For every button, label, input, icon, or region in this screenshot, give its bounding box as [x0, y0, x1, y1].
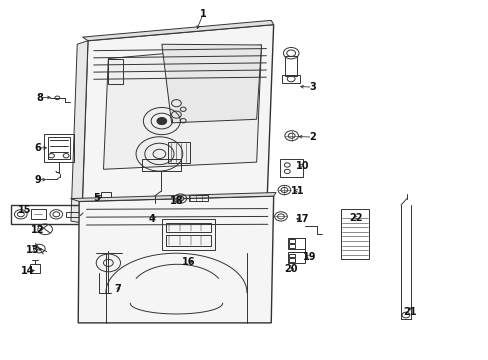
Bar [288, 253, 294, 257]
Text: 3: 3 [308, 82, 315, 92]
Text: 16: 16 [182, 257, 195, 267]
Bar [162, 219, 215, 249]
Text: 14: 14 [21, 266, 35, 276]
Text: 19: 19 [303, 252, 316, 262]
Bar [65, 212, 79, 217]
Polygon shape [71, 41, 88, 223]
Bar [165, 235, 211, 246]
Bar [165, 223, 211, 232]
Polygon shape [82, 20, 273, 41]
Text: 6: 6 [35, 143, 41, 153]
Polygon shape [70, 193, 276, 202]
Bar [30, 264, 40, 273]
Bar [340, 208, 368, 258]
Bar [101, 192, 111, 199]
Bar [288, 258, 294, 262]
Bar [282, 75, 299, 83]
Text: 20: 20 [284, 264, 297, 274]
Text: 7: 7 [115, 284, 121, 294]
Text: 4: 4 [148, 214, 155, 224]
Text: 2: 2 [308, 132, 315, 142]
Text: 13: 13 [26, 245, 40, 255]
Bar [285, 56, 297, 76]
Text: 22: 22 [349, 212, 362, 222]
Bar [44, 134, 74, 162]
Text: 18: 18 [169, 197, 183, 206]
Text: 11: 11 [291, 186, 304, 196]
Polygon shape [103, 45, 261, 169]
Bar [167, 142, 189, 163]
Bar [142, 158, 181, 171]
Polygon shape [81, 24, 273, 223]
Text: 10: 10 [296, 161, 309, 171]
Bar [48, 137, 70, 158]
Text: 21: 21 [402, 307, 416, 317]
Text: 5: 5 [93, 193, 100, 203]
Bar [280, 158, 303, 177]
Circle shape [157, 117, 166, 125]
Bar [288, 244, 294, 248]
Circle shape [177, 196, 183, 201]
Bar [287, 238, 305, 249]
Polygon shape [162, 44, 261, 123]
Bar [287, 252, 305, 263]
Polygon shape [108, 59, 122, 84]
Bar [30, 209, 46, 219]
Text: 12: 12 [31, 225, 44, 235]
Bar [188, 195, 207, 202]
Text: 1: 1 [200, 9, 206, 19]
Text: 9: 9 [35, 175, 41, 185]
Bar [288, 239, 294, 243]
Text: 8: 8 [37, 93, 43, 103]
Polygon shape [78, 196, 273, 323]
Bar [11, 205, 86, 224]
Text: 15: 15 [18, 205, 31, 215]
Text: 17: 17 [296, 214, 309, 224]
